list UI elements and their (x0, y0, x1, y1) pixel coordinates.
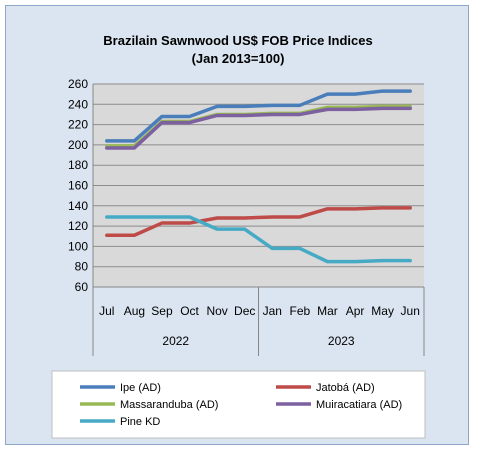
x-tick-label: Sep (151, 304, 173, 318)
y-tick-label: 180 (68, 158, 88, 172)
x-tick-label: Aug (124, 304, 145, 318)
legend-entries: Ipe (AD) Jatobá (AD) Massaranduba (AD) Muir… (80, 382, 402, 428)
chart-frame: Brazilain Sawnwood US$ FOB Price Indices… (5, 5, 469, 445)
y-tick-label: 160 (68, 179, 88, 193)
y-tick-label: 260 (68, 77, 88, 91)
legend-label: Massaranduba (AD) (120, 399, 218, 411)
x-group-label: 2022 (162, 334, 189, 348)
x-tick-label: Feb (290, 304, 311, 318)
series-line (105, 215, 412, 264)
x-tick-label: Apr (346, 304, 365, 318)
legend-label: Jatobá (AD) (316, 382, 375, 394)
x-group-label: 2023 (328, 334, 355, 348)
line-chart: Brazilain Sawnwood US$ FOB Price Indices… (51, 33, 426, 439)
chart-subtitle: (Jan 2013=100) (192, 51, 285, 66)
y-tick-label: 80 (75, 260, 89, 274)
series-lines (105, 89, 412, 264)
legend-label: Ipe (AD) (120, 382, 161, 394)
x-tick-label: May (371, 304, 394, 318)
y-tick-label: 240 (68, 97, 88, 111)
y-tick-label: 120 (68, 219, 88, 233)
legend-label: Muiracatiara (AD) (316, 399, 402, 411)
x-tick-label: Oct (180, 304, 199, 318)
x-tick-label: Jul (99, 304, 114, 318)
series-line (105, 206, 412, 237)
chart-title: Brazilain Sawnwood US$ FOB Price Indices (103, 33, 372, 48)
series-line (105, 106, 412, 150)
y-tick-label: 200 (68, 138, 88, 152)
y-tick-label: 60 (75, 280, 89, 294)
y-tick-label: 140 (68, 199, 88, 213)
axes: 60 80 100 120 140 160 180 200 220 240 260 Jul Aug Sep… (68, 77, 425, 356)
legend-label: Pine KD (120, 416, 160, 428)
x-tick-label: Nov (206, 304, 227, 318)
series-line (105, 89, 412, 143)
x-tick-label: Dec (234, 304, 255, 318)
x-tick-label: Jun (401, 304, 420, 318)
x-tick-label: Jan (263, 304, 282, 318)
x-tick-label: Mar (317, 304, 338, 318)
y-tick-label: 220 (68, 118, 88, 132)
y-tick-label: 100 (68, 239, 88, 253)
